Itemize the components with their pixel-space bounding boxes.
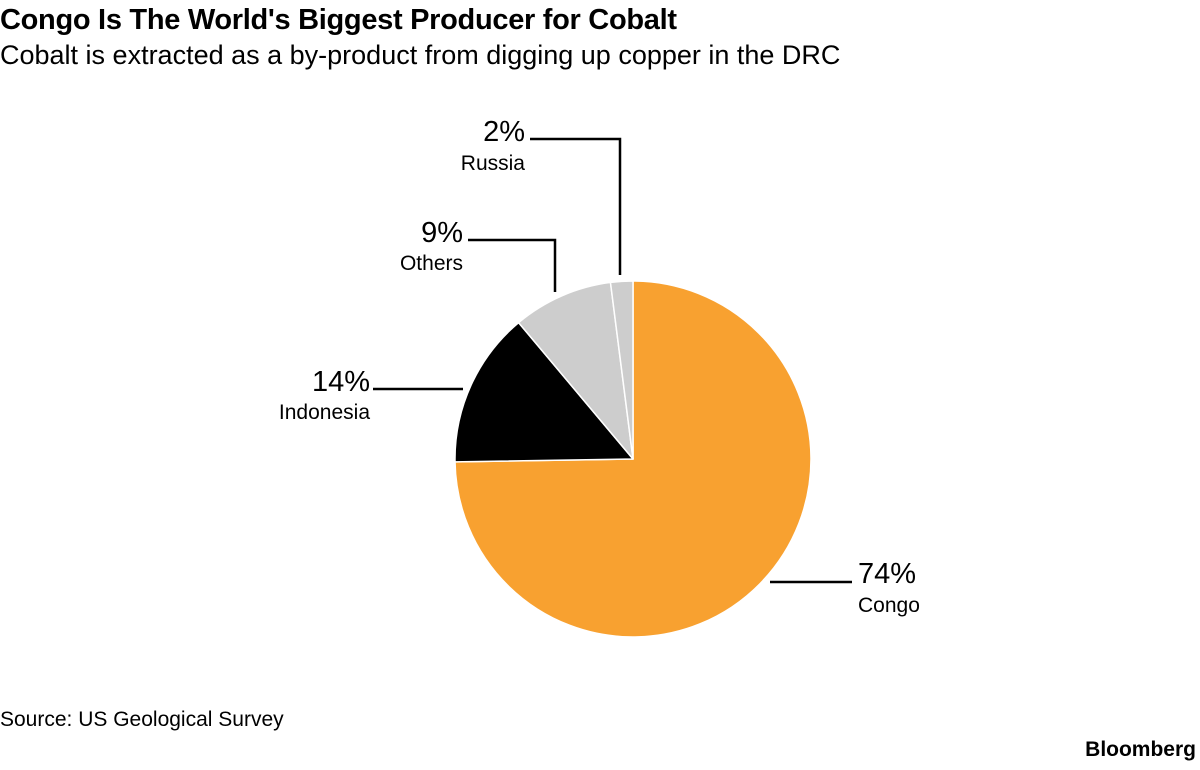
brand-logo: Bloomberg [1085, 738, 1196, 761]
value-label-russia: 2% [483, 116, 525, 148]
leader-line-others [468, 238, 557, 292]
leader-line-russia [530, 137, 622, 275]
pie-slice-indonesia [454, 321, 634, 463]
value-label-others: 9% [421, 217, 463, 249]
value-label-indonesia: 14% [312, 366, 370, 398]
category-label-congo: Congo [858, 594, 920, 617]
category-label-russia: Russia [461, 152, 526, 175]
category-label-indonesia: Indonesia [279, 401, 370, 424]
pie-slice-others [517, 281, 634, 460]
chart-subtitle: Cobalt is extracted as a by-product from… [0, 40, 841, 70]
category-label-others: Others [400, 252, 463, 275]
chart-title: Congo Is The World's Biggest Producer fo… [0, 4, 677, 36]
pie-slice-congo [454, 280, 812, 638]
source-note: Source: US Geological Survey [0, 708, 284, 731]
pie-slice-russia [609, 280, 634, 460]
value-label-congo: 74% [858, 558, 916, 590]
